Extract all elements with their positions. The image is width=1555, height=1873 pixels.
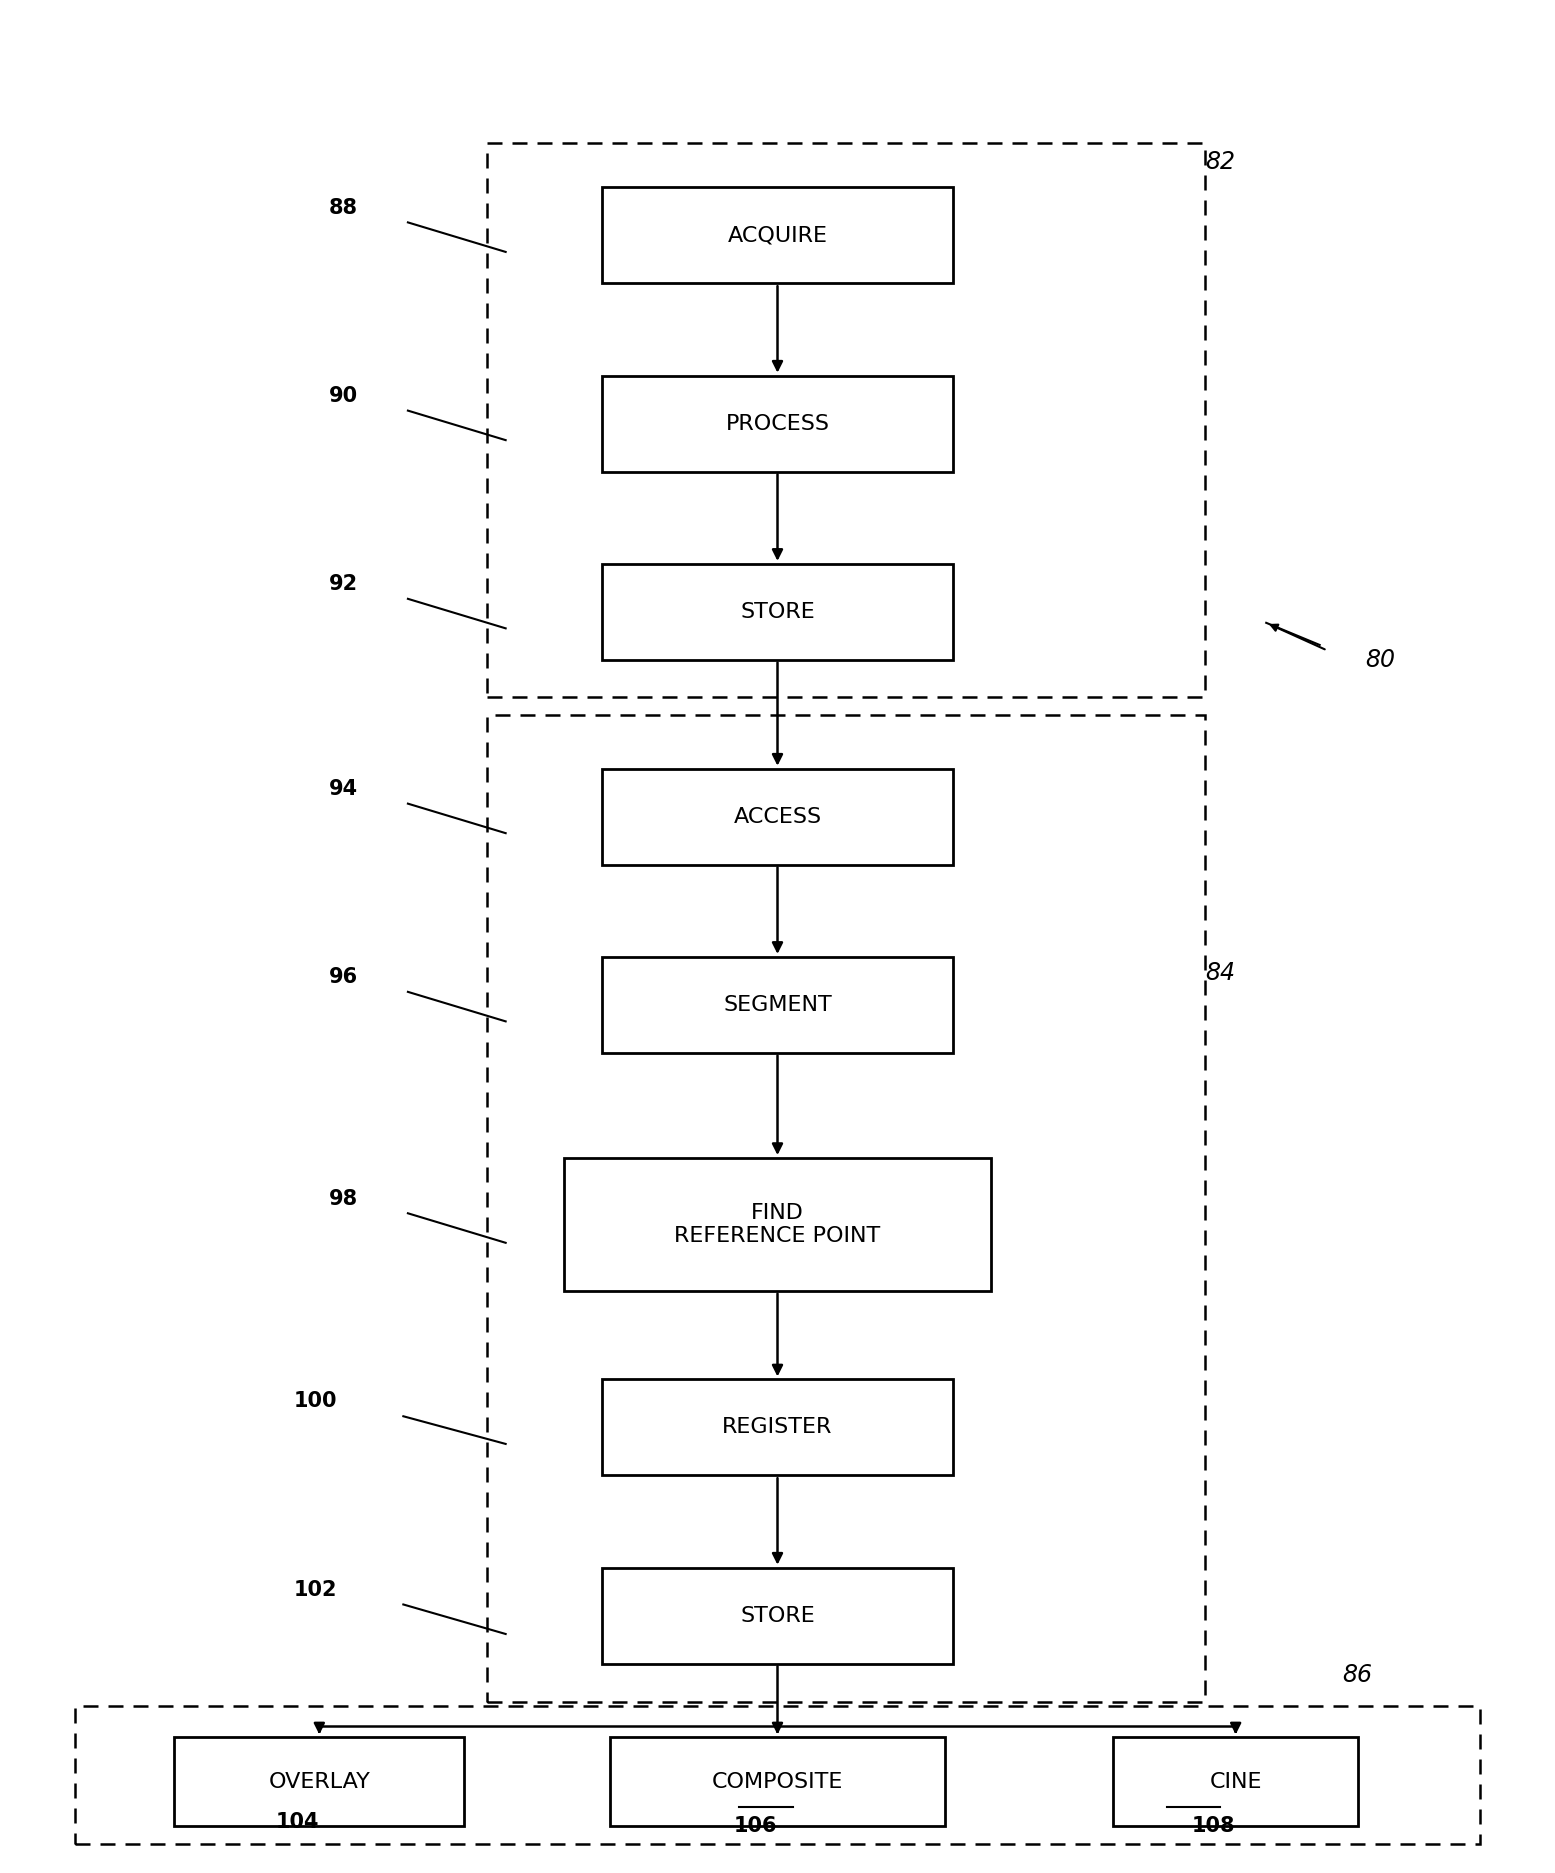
Text: PROCESS: PROCESS <box>726 414 829 433</box>
Text: 104: 104 <box>275 1813 319 1832</box>
Bar <box>174 1738 465 1826</box>
Text: 90: 90 <box>328 386 358 406</box>
Text: 92: 92 <box>328 573 358 594</box>
Text: STORE: STORE <box>740 601 815 622</box>
Bar <box>602 768 953 865</box>
Text: ACQUIRE: ACQUIRE <box>728 225 827 245</box>
Text: 82: 82 <box>1205 150 1236 174</box>
Text: 88: 88 <box>328 199 358 217</box>
Text: 106: 106 <box>734 1817 778 1836</box>
Bar <box>75 1706 1480 1845</box>
Bar <box>564 1158 991 1290</box>
Text: ACCESS: ACCESS <box>734 807 821 826</box>
Bar <box>602 957 953 1053</box>
Bar <box>602 1568 953 1663</box>
Bar <box>602 1379 953 1476</box>
Text: 102: 102 <box>294 1579 337 1600</box>
Text: SEGMENT: SEGMENT <box>723 995 832 1015</box>
Bar <box>610 1738 945 1826</box>
Text: FIND
REFERENCE POINT: FIND REFERENCE POINT <box>675 1202 880 1246</box>
Bar <box>1113 1738 1358 1826</box>
Text: STORE: STORE <box>740 1605 815 1626</box>
Text: 108: 108 <box>1193 1817 1236 1836</box>
Bar <box>487 142 1205 697</box>
Bar <box>602 376 953 472</box>
Text: REGISTER: REGISTER <box>723 1418 832 1437</box>
Text: COMPOSITE: COMPOSITE <box>712 1772 843 1792</box>
Text: 86: 86 <box>1342 1663 1373 1686</box>
Text: 80: 80 <box>1365 648 1395 672</box>
Text: OVERLAY: OVERLAY <box>269 1772 370 1792</box>
Text: 100: 100 <box>294 1392 337 1412</box>
Bar <box>602 564 953 659</box>
Text: 96: 96 <box>328 966 358 987</box>
Text: 98: 98 <box>328 1189 358 1208</box>
Bar <box>487 715 1205 1703</box>
Bar <box>602 187 953 283</box>
Text: CINE: CINE <box>1210 1772 1263 1792</box>
Text: 94: 94 <box>328 779 358 800</box>
Text: 84: 84 <box>1205 961 1236 985</box>
